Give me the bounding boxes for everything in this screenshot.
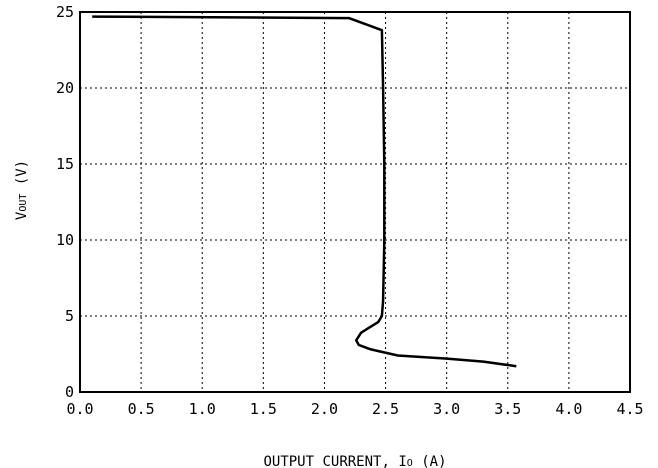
x-tick-label: 2.0 [311,400,338,418]
y-axis-title-prefix: V [14,211,30,220]
series-line-0 [92,15,517,368]
x-axis-title-subscript: O [407,458,413,468]
x-axis-tick-labels: 0.0 0.5 1.0 1.5 2.0 2.5 3.0 3.5 4.0 4.5 [66,400,643,418]
x-tick-label: 3.5 [494,400,521,418]
x-tick-label: 4.0 [555,400,582,418]
x-axis-title: OUTPUT CURRENT, IO (A) [263,454,446,468]
grid [80,12,630,392]
y-axis-title-suffix: (V) [14,160,30,194]
y-axis-title: VOUT (V) [14,160,30,220]
x-tick-label: 2.5 [372,400,399,418]
y-tick-label: 25 [56,3,74,21]
x-tick-label: 0.5 [128,400,155,418]
y-axis-title-subscript: OUT [18,194,29,212]
x-axis-title-suffix: (A) [413,454,447,468]
x-tick-label: 1.0 [189,400,216,418]
y-axis-tick-labels: 0 5 10 15 20 25 [56,3,74,401]
x-tick-label: 0.0 [66,400,93,418]
y-tick-label: 15 [56,155,74,173]
y-tick-label: 20 [56,79,74,97]
series-layer [92,15,517,368]
x-tick-label: 1.5 [250,400,277,418]
plot-frame [79,11,631,393]
x-axis-title-prefix: OUTPUT CURRENT, I [263,454,406,468]
y-tick-label: 10 [56,231,74,249]
y-tick-label: 0 [65,383,74,401]
x-tick-label: 3.0 [433,400,460,418]
y-tick-label: 5 [65,307,74,325]
x-tick-label: 4.5 [616,400,643,418]
